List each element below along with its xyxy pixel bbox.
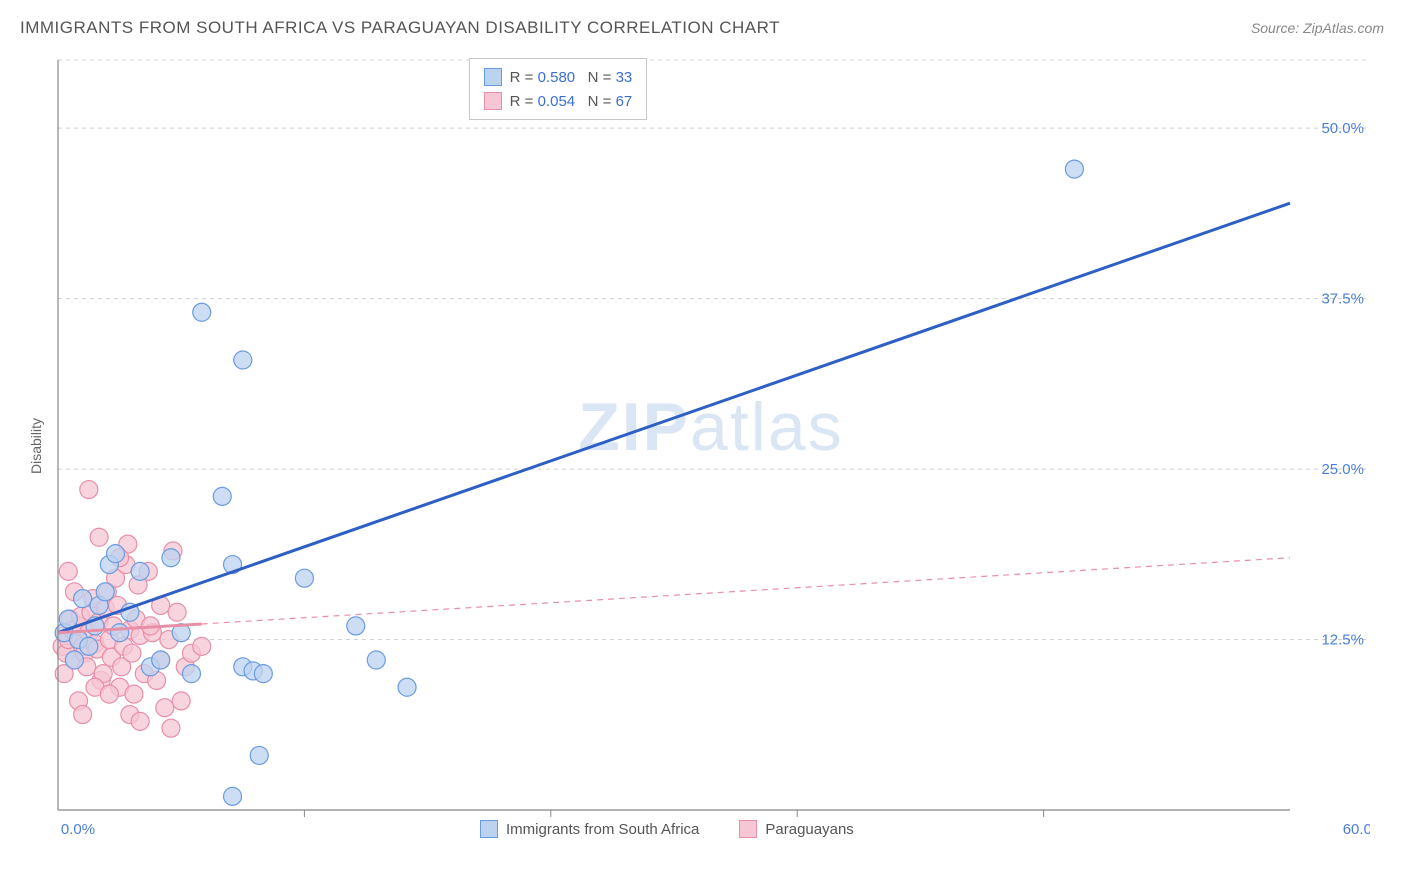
legend-row: R = 0.580 N = 33 [484, 65, 633, 89]
legend-swatch [484, 92, 502, 110]
data-point [162, 719, 180, 737]
data-point [100, 685, 118, 703]
data-point [131, 712, 149, 730]
data-point [152, 651, 170, 669]
data-point [295, 569, 313, 587]
y-axis-label: Disability [28, 418, 44, 474]
svg-text:25.0%: 25.0% [1321, 461, 1364, 478]
data-point [131, 562, 149, 580]
data-point [1065, 160, 1083, 178]
correlation-legend: R = 0.580 N = 33 R = 0.054 N = 67 [469, 58, 648, 120]
data-point [80, 481, 98, 499]
legend-swatch [480, 820, 498, 838]
svg-text:37.5%: 37.5% [1321, 291, 1364, 308]
legend-row: R = 0.054 N = 67 [484, 89, 633, 113]
scatter-plot: 12.5% 25.0% 37.5% 50.0% ZIPatlas 0.0% 60.0% [50, 55, 1370, 845]
legend-item: Paraguayans [739, 820, 853, 838]
data-point [224, 787, 242, 805]
data-point [111, 624, 129, 642]
data-point [250, 746, 268, 764]
data-point [347, 617, 365, 635]
svg-text:ZIPatlas: ZIPatlas [578, 389, 843, 465]
data-point [96, 583, 114, 601]
svg-text:50.0%: 50.0% [1321, 120, 1364, 137]
data-point [74, 706, 92, 724]
data-point [123, 644, 141, 662]
regression-line [58, 203, 1290, 633]
data-point [80, 637, 98, 655]
svg-text:12.5%: 12.5% [1321, 632, 1364, 649]
data-point [172, 692, 190, 710]
regression-line [202, 558, 1290, 624]
data-point [193, 303, 211, 321]
data-point [168, 603, 186, 621]
data-point [162, 549, 180, 567]
chart-title: IMMIGRANTS FROM SOUTH AFRICA VS PARAGUAY… [20, 18, 780, 38]
data-point [213, 487, 231, 505]
data-point [398, 678, 416, 696]
data-point [182, 665, 200, 683]
data-point [125, 685, 143, 703]
svg-text:0.0%: 0.0% [61, 821, 95, 838]
legend-swatch [739, 820, 757, 838]
source-attribution: Source: ZipAtlas.com [1251, 20, 1384, 36]
data-point [65, 651, 83, 669]
data-point [254, 665, 272, 683]
data-point [234, 351, 252, 369]
data-point [367, 651, 385, 669]
data-point [106, 545, 124, 563]
svg-text:60.0%: 60.0% [1343, 821, 1370, 838]
legend-stats: R = 0.054 N = 67 [510, 93, 633, 110]
legend-label: Immigrants from South Africa [506, 821, 699, 838]
data-point [193, 637, 211, 655]
data-point [90, 528, 108, 546]
data-point [74, 590, 92, 608]
legend-item: Immigrants from South Africa [480, 820, 699, 838]
plot-svg: 12.5% 25.0% 37.5% 50.0% ZIPatlas 0.0% 60.0% [50, 55, 1370, 845]
legend-stats: R = 0.580 N = 33 [510, 69, 633, 86]
data-point [59, 562, 77, 580]
series-legend: Immigrants from South Africa Paraguayans [480, 820, 854, 838]
legend-swatch [484, 68, 502, 86]
legend-label: Paraguayans [765, 821, 853, 838]
data-point [156, 699, 174, 717]
